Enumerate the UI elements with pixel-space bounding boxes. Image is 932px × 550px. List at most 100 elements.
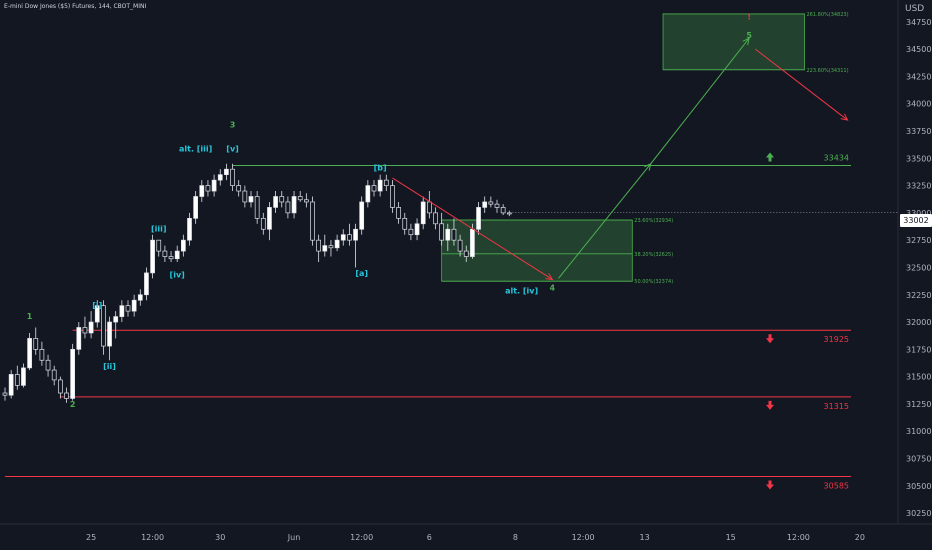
candle-body <box>8 374 14 396</box>
wave-label: 1 <box>27 312 33 321</box>
candle-body <box>365 185 371 203</box>
candle-body <box>193 196 198 219</box>
candle-body <box>82 327 88 334</box>
candle-body <box>187 217 192 241</box>
candle-body <box>297 196 303 201</box>
candle-body <box>316 239 321 252</box>
price-tick-label: 32500 <box>906 263 931 272</box>
candle-body <box>125 305 131 312</box>
candle-body <box>162 250 168 257</box>
candle-body <box>205 185 211 192</box>
price-tick-label: 31750 <box>906 345 931 354</box>
support-zone-level-label: 50.00%(32374) <box>634 279 673 285</box>
down-projection-2[interactable] <box>754 48 848 121</box>
down-projection-1[interactable] <box>392 177 553 280</box>
candle-body <box>254 196 260 219</box>
price-tick-label: 32000 <box>906 318 931 327</box>
candle-body <box>27 338 32 369</box>
wave-label: [v] <box>226 145 239 154</box>
price-tick-label: 34000 <box>906 100 931 109</box>
candle-body <box>150 239 155 274</box>
wave-label: alt. [iv] <box>505 287 538 296</box>
time-tick-label: 25 <box>86 533 96 542</box>
wave-label: 2 <box>70 400 76 409</box>
time-tick-label: 8 <box>513 533 518 542</box>
candle-body <box>494 203 500 208</box>
candle-body <box>377 179 383 192</box>
down-arrow-icon <box>766 480 774 490</box>
target-zone-level-label: 223.60%(34311) <box>807 68 849 74</box>
candle-body <box>236 185 242 192</box>
support-zone-level-label: 23.60%(32934) <box>634 218 673 224</box>
candle-body <box>347 234 352 241</box>
candle-body <box>51 369 57 381</box>
target-zone-level-label: 261.80%(34823) <box>807 12 849 18</box>
candle-body <box>273 196 278 208</box>
support-zone-level-label: 38.20%(32625) <box>634 252 673 258</box>
candle-body <box>482 201 488 208</box>
up-projection-mid-arrowhead <box>644 162 652 171</box>
level-30585-label: 30585 <box>824 482 849 491</box>
candle-body <box>310 201 315 241</box>
candle-body <box>224 168 229 176</box>
candle-body <box>285 201 291 214</box>
candle-body <box>500 207 506 214</box>
level-31315-label: 31315 <box>824 402 849 411</box>
candle-body <box>383 179 389 186</box>
candle-body <box>131 299 137 312</box>
candle-body <box>371 185 377 192</box>
candle-body <box>242 190 248 203</box>
candle-body <box>427 201 432 214</box>
price-tick-label: 34500 <box>906 45 931 54</box>
time-tick-label: 30 <box>215 533 225 542</box>
time-tick-label: 12:00 <box>141 533 164 542</box>
wave-label: alt. [iii] <box>179 145 212 154</box>
candle-body <box>328 245 334 249</box>
wave-label: [a] <box>355 269 368 278</box>
candle-body <box>433 212 438 225</box>
time-tick-label: 13 <box>640 533 650 542</box>
candle-body <box>101 305 106 347</box>
candle-body <box>217 174 223 181</box>
price-tick-label: 31250 <box>906 400 931 409</box>
candle-body <box>21 367 26 386</box>
wave-label: 5 <box>746 31 752 40</box>
candle-body <box>57 379 63 394</box>
candle-body <box>334 239 340 249</box>
price-tick-label: 32250 <box>906 291 931 300</box>
level-31925-label: 31925 <box>824 335 849 344</box>
down-arrow-icon <box>766 400 774 410</box>
candle-body <box>420 201 426 225</box>
candle-body <box>470 228 475 257</box>
candle-body <box>340 234 346 241</box>
candle-body <box>230 168 235 186</box>
time-tick-label: 12:00 <box>787 533 810 542</box>
candle-body <box>414 223 420 236</box>
candle-body <box>248 196 254 203</box>
candle-body <box>476 207 481 230</box>
candle-body <box>211 179 217 192</box>
time-tick-label: 15 <box>726 533 736 542</box>
time-axis[interactable]: 25 12:00 30 Jun 12:00 6 8 12:00 13 15 12:00 20 <box>86 533 865 542</box>
price-tick-label: 33500 <box>906 154 931 163</box>
wave-label: 4 <box>550 283 556 292</box>
candle-body <box>107 321 112 347</box>
price-tick-label: 33750 <box>906 127 931 136</box>
symbol-title: E-mini Dow Jones ($5) Futures, 144, CBOT… <box>4 3 147 10</box>
candle-body <box>445 228 451 241</box>
candle-body <box>359 201 365 230</box>
candle-body <box>137 294 143 301</box>
wave-label: [iii] <box>151 224 167 233</box>
price-tick-label: 30750 <box>906 455 931 464</box>
candle-body <box>267 207 272 230</box>
price-tick-label: 30250 <box>906 509 931 518</box>
price-tick-label: 33000 <box>906 209 931 218</box>
down-arrow-icon <box>766 334 774 344</box>
candle-body <box>39 348 45 361</box>
wave-label: [b] <box>374 163 387 172</box>
time-tick-label: 6 <box>427 533 432 542</box>
candle-body <box>14 374 20 386</box>
price-axis[interactable]: 30250 30500 30750 31000 31250 31500 31750 32000… <box>906 18 931 518</box>
